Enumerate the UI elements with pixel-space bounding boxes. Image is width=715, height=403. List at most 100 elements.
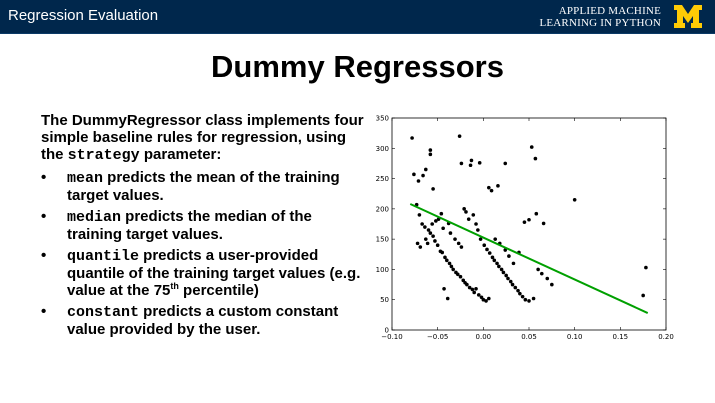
data-point	[455, 272, 460, 277]
data-point	[415, 241, 420, 246]
data-point	[449, 264, 454, 269]
data-point	[485, 247, 489, 252]
list-item-quantile: • quantile predicts a user-provided quant…	[41, 247, 371, 299]
plot-frame	[391, 117, 667, 331]
data-point	[441, 226, 445, 231]
data-point	[511, 261, 516, 266]
y-tick-label: 350	[376, 115, 389, 123]
data-point	[426, 228, 431, 232]
data-point	[423, 237, 428, 241]
data-point	[418, 245, 423, 249]
data-point	[468, 163, 473, 168]
bullet-text: predicts a custom constant value provide…	[67, 303, 339, 338]
regression-line	[409, 203, 649, 314]
data-point	[489, 188, 494, 193]
data-point	[431, 234, 435, 238]
data-point	[416, 179, 421, 183]
data-point	[445, 258, 449, 263]
data-point	[420, 222, 424, 226]
data-point	[522, 220, 527, 224]
data-point	[451, 267, 455, 272]
data-point	[459, 245, 464, 249]
slide-title: Dummy Regressors	[211, 49, 504, 84]
list-item-constant: • constant predicts a custom constant val…	[41, 303, 371, 338]
data-point	[508, 279, 513, 284]
data-point	[545, 276, 550, 281]
data-point	[644, 265, 648, 270]
x-tick-label: 0.10	[567, 333, 583, 341]
data-point	[518, 291, 522, 296]
data-point	[492, 258, 497, 263]
data-point	[539, 271, 544, 276]
bullet-icon: •	[41, 169, 47, 186]
michigan-logo	[674, 5, 702, 28]
data-point	[481, 297, 486, 302]
data-point	[440, 250, 445, 255]
data-point	[641, 293, 645, 298]
data-point	[536, 267, 540, 272]
data-point	[472, 290, 476, 295]
header-bar: Regression Evaluation APPLIED MACHINE LE…	[0, 0, 715, 34]
data-point	[421, 173, 425, 178]
x-tick-label: 0.15	[613, 333, 629, 341]
bullet-text-after: percentile)	[178, 282, 259, 299]
data-point	[493, 237, 498, 241]
data-point	[516, 288, 520, 293]
bullet-icon: •	[41, 247, 47, 264]
y-tick-label: 0	[385, 327, 389, 335]
data-point	[428, 231, 433, 235]
michigan-m-icon	[674, 5, 702, 28]
data-point	[439, 211, 444, 216]
data-point	[476, 228, 480, 232]
intro-text-2: parameter:	[139, 146, 222, 163]
data-point	[572, 197, 577, 202]
list-item-median: • median predicts the median of the train…	[41, 208, 371, 243]
data-point	[533, 156, 538, 161]
data-point	[428, 152, 433, 157]
course-title-line-2: LEARNING IN PYTHON	[539, 17, 661, 29]
data-point	[504, 273, 508, 278]
data-point	[469, 158, 474, 163]
bullet-icon: •	[41, 303, 47, 320]
bullet-text: predicts the mean of the training target…	[67, 169, 340, 204]
data-point	[527, 299, 531, 303]
data-point	[478, 237, 483, 241]
data-point	[490, 255, 495, 260]
data-point	[541, 221, 546, 226]
data-point	[465, 282, 469, 287]
data-point	[457, 134, 462, 138]
data-point	[417, 213, 422, 217]
x-tick-label: −0.10	[381, 333, 402, 341]
data-point	[466, 217, 471, 221]
y-tick-label: 100	[376, 266, 389, 274]
data-point	[496, 184, 500, 188]
data-point	[477, 161, 482, 165]
data-point	[474, 287, 478, 291]
strategy-list: • mean predicts the mean of the training …	[41, 169, 371, 338]
data-point	[462, 207, 466, 211]
data-point	[495, 261, 499, 266]
data-point	[464, 210, 468, 214]
y-tick-label: 200	[376, 205, 389, 213]
bullet-code: quantile	[67, 248, 140, 265]
x-tick-label: 0.05	[521, 333, 537, 341]
y-tick-label: 250	[376, 175, 389, 183]
bullet-code: constant	[67, 304, 140, 321]
x-tick-label: 0.00	[476, 333, 492, 341]
intro-code: strategy	[67, 147, 140, 164]
data-point	[412, 172, 416, 177]
data-point	[428, 148, 433, 152]
list-item-mean: • mean predicts the mean of the training …	[41, 169, 371, 204]
bullet-text: predicts the median of the training targ…	[67, 208, 312, 243]
data-point	[523, 297, 528, 302]
data-point	[520, 294, 525, 299]
body-text: The DummyRegressor class implements four…	[41, 112, 371, 342]
data-point	[445, 296, 450, 301]
bullet-superscript: th	[170, 281, 179, 291]
y-tick-label: 50	[380, 296, 389, 304]
data-point	[423, 225, 427, 229]
data-point	[435, 243, 440, 247]
y-tick-label: 150	[376, 236, 389, 244]
data-point	[423, 167, 428, 172]
